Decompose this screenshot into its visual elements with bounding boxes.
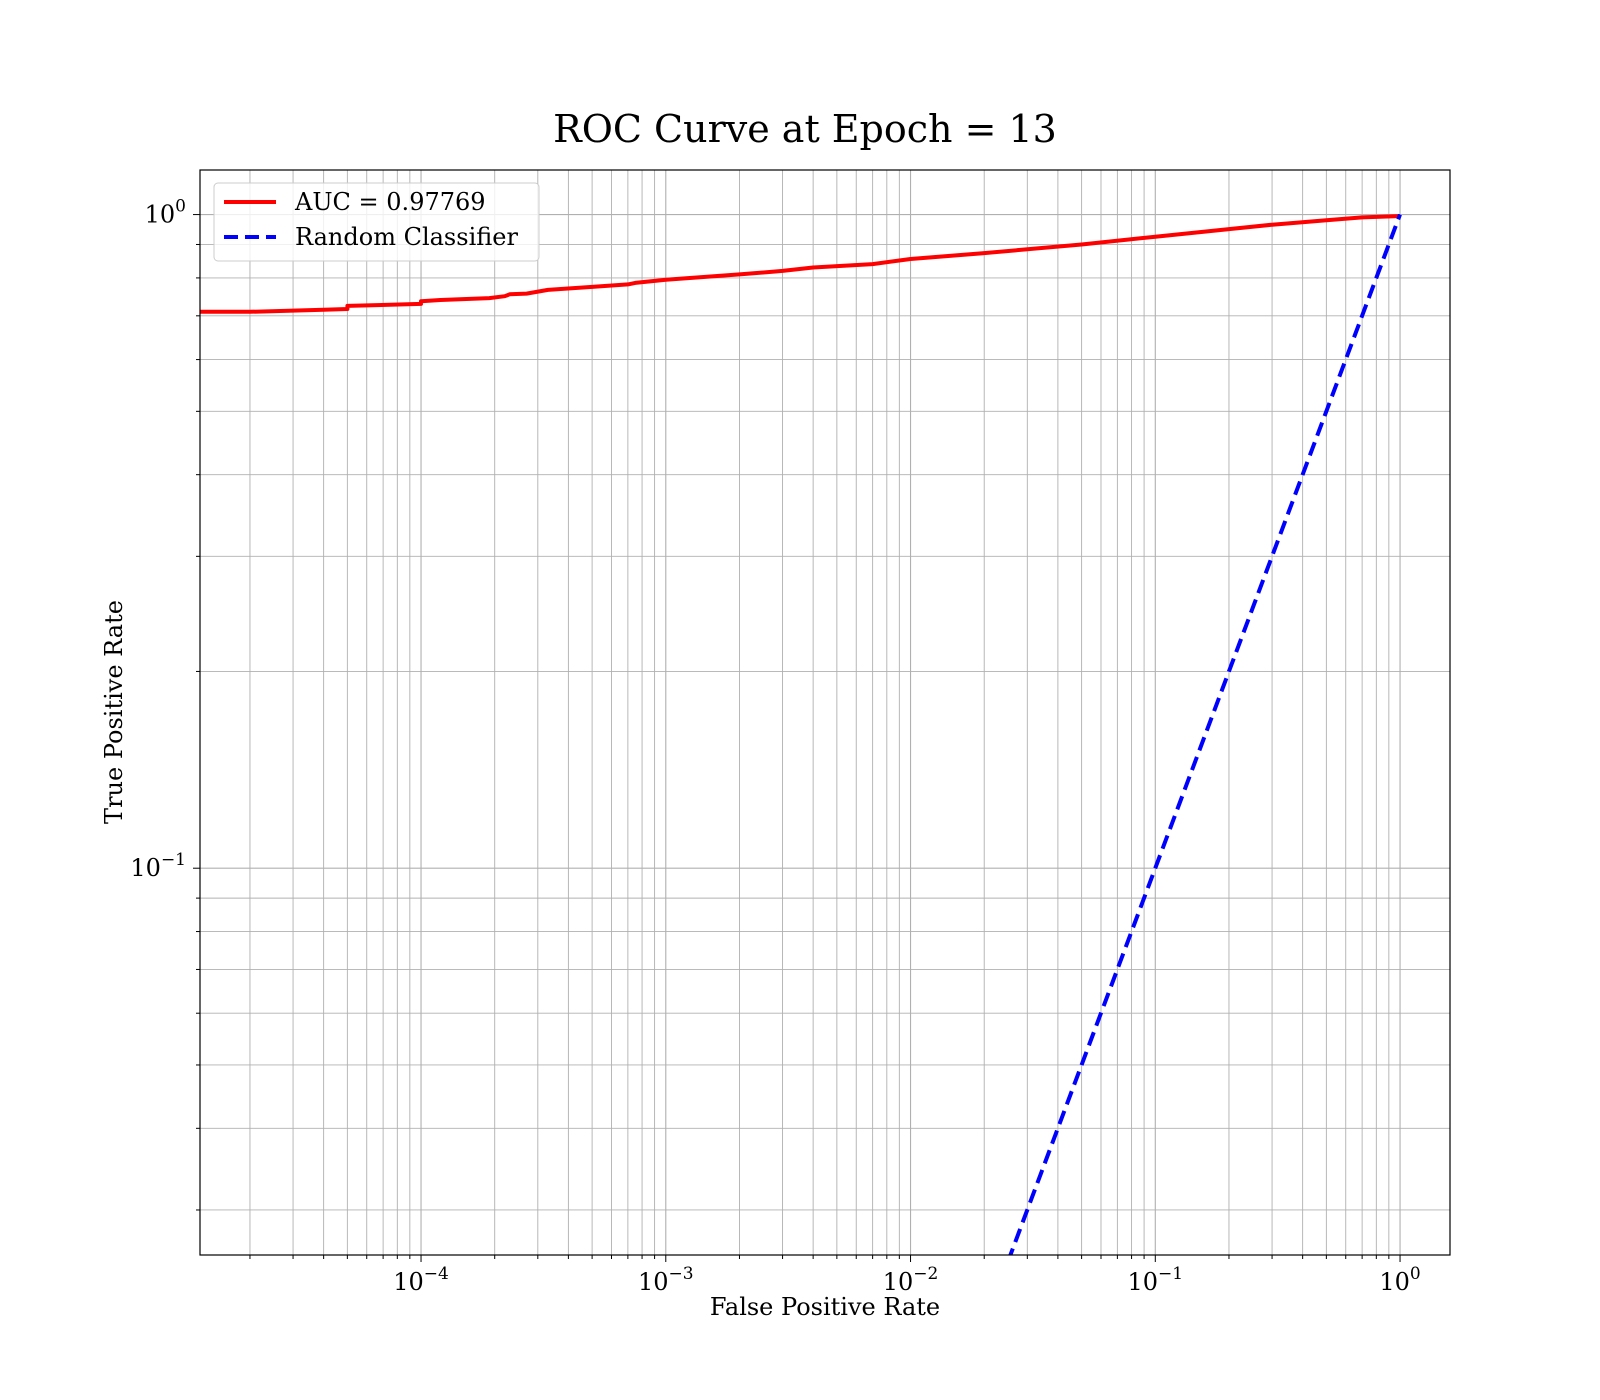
legend-frame	[213, 182, 540, 262]
x-tick-label: 100	[1379, 1264, 1420, 1296]
y-tick-label: 10−1	[130, 850, 186, 882]
legend: AUC = 0.97769 Random Classifier	[213, 182, 540, 262]
legend-label-random-classifier: Random Classifier	[295, 223, 518, 251]
y-tick-label: 100	[145, 197, 186, 229]
axis-ticks	[193, 214, 1401, 1262]
x-tick-label: 10−1	[1127, 1264, 1183, 1296]
y-axis-label: True Positive Rate	[100, 600, 128, 824]
chart-title: ROC Curve at Epoch = 13	[553, 107, 1057, 151]
x-axis-label: False Positive Rate	[710, 1293, 940, 1321]
x-tick-label: 10−2	[883, 1264, 939, 1296]
plot-series	[200, 213, 1402, 1255]
plot-frame	[199, 169, 1451, 1256]
tick-labels: 10−4 10−3 10−2 10−1 100 10−1 100	[130, 197, 1420, 1296]
legend-label-auc: AUC = 0.97769	[294, 188, 486, 216]
x-tick-label: 10−4	[393, 1264, 449, 1296]
grid-lines	[200, 170, 1450, 1255]
series-line-auc	[200, 214, 1401, 314]
x-tick-label: 10−3	[638, 1264, 694, 1296]
series-line-random-classifier	[1008, 213, 1402, 1255]
